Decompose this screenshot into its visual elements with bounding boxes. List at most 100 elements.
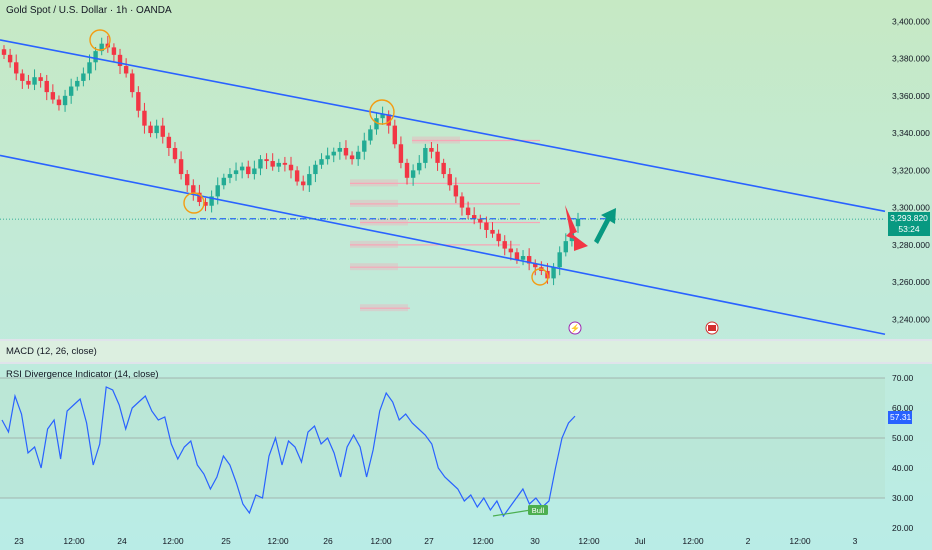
candle-body: [520, 256, 526, 260]
candle-body: [1, 49, 7, 55]
candle-body: [557, 252, 562, 268]
candle-body: [221, 177, 227, 186]
candle-body: [50, 92, 56, 100]
candle-body: [404, 162, 410, 178]
pane-separator: [0, 362, 932, 364]
candle-body: [264, 159, 269, 162]
rsi-tick-label: 60.00: [892, 403, 914, 413]
time-tick-label: 26: [323, 536, 333, 546]
time-tick-label: 24: [117, 536, 127, 546]
candle-body: [386, 114, 391, 126]
candle-body: [233, 170, 239, 175]
lightning-glyph: ⚡: [570, 323, 580, 333]
candle-body: [355, 151, 361, 160]
candle-body: [288, 164, 294, 171]
candle-body: [215, 185, 220, 197]
candle-body: [227, 174, 233, 178]
bull-label: Bull: [532, 506, 545, 515]
down-arrow-icon: [565, 205, 588, 251]
candle-body: [93, 51, 98, 63]
candle-body: [130, 73, 135, 93]
fib-level-tag: [350, 199, 398, 207]
highlight-circle: [369, 99, 395, 125]
candle-body: [343, 147, 349, 156]
current-price: 3,293.820: [890, 213, 928, 223]
rsi-tick-label: 70.00: [892, 373, 914, 383]
candle-body: [294, 170, 300, 182]
channel-upper-line: [0, 39, 886, 213]
grid: [0, 339, 932, 499]
time-axis: 23 12:00 24 12:00 25 12:00 26 12:00 27 12:00 30 12:…: [14, 536, 857, 546]
macd-label: MACD (12, 26, close): [6, 346, 97, 357]
price-tick-label: 3,360.000: [892, 91, 930, 101]
candle-body: [319, 159, 324, 165]
time-tick-label: 12:00: [370, 536, 392, 546]
fib-level-tag: [350, 179, 398, 187]
rsi-tick-label: 30.00: [892, 493, 914, 503]
time-tick-label: 23: [14, 536, 24, 546]
time-tick-label: 12:00: [578, 536, 600, 546]
candle-body: [349, 155, 355, 160]
candle-body: [166, 136, 172, 148]
candle-body: [246, 166, 251, 175]
pane-separator: [0, 339, 932, 341]
candle-body: [154, 125, 159, 134]
time-tick-label: 12:00: [63, 536, 85, 546]
overlays: ⚡: [0, 29, 886, 336]
candle-body: [459, 196, 465, 208]
rsi-tick-label: 50.00: [892, 433, 914, 443]
time-tick-label: 12:00: [162, 536, 184, 546]
price-axis: 3,400.000 3,380.000 3,360.000 3,340.000 3,32…: [892, 16, 930, 533]
candle-body: [136, 92, 141, 111]
candle-body: [123, 66, 129, 74]
flag-glyph: [708, 325, 716, 331]
candle-body: [502, 241, 507, 249]
candle-body: [423, 147, 428, 163]
rsi-tick-label: 20.00: [892, 523, 914, 533]
candle-body: [551, 267, 556, 279]
candle-body: [252, 168, 257, 175]
time-tick-label: 12:00: [789, 536, 811, 546]
candle-body: [337, 147, 343, 152]
lightning-event-icon: [568, 321, 582, 335]
candle-body: [62, 95, 68, 106]
fib-level-tag: [412, 136, 460, 144]
time-tick-label: 30: [530, 536, 540, 546]
candle-body: [398, 144, 404, 163]
candle-body: [410, 170, 416, 178]
candle-body: [441, 162, 446, 175]
rsi-pane: Bull: [1, 386, 576, 518]
price-tick-label: 3,380.000: [892, 54, 930, 64]
candle-body: [471, 215, 477, 219]
candle-body: [368, 129, 373, 141]
price-tick-label: 3,260.000: [892, 277, 930, 287]
candles: [1, 35, 581, 286]
rsi-tick-label: 40.00: [892, 463, 914, 473]
candle-body: [160, 125, 165, 137]
price-tick-label: 3,300.000: [892, 203, 930, 213]
candle-body: [331, 151, 336, 156]
rsi-value-badge: 57.31: [888, 411, 912, 424]
candle-body: [111, 47, 117, 55]
highlight-circle: [89, 29, 111, 51]
candle-body: [87, 62, 92, 74]
candle-body: [374, 118, 379, 130]
time-tick-label: 12:00: [267, 536, 289, 546]
current-price-badge: 3,293.820 53:24: [888, 212, 930, 236]
macd-pane: [0, 341, 932, 362]
rsi-label: RSI Divergence Indicator (14, close): [6, 369, 159, 380]
candle-body: [490, 229, 495, 234]
candle-body: [32, 77, 37, 85]
candle-body: [484, 222, 489, 230]
highlight-circle: [183, 192, 205, 214]
candle-body: [453, 185, 459, 197]
time-tick-label: 27: [424, 536, 434, 546]
candle-body: [429, 147, 434, 152]
candle-body: [184, 174, 190, 186]
candle-body: [435, 151, 440, 163]
candle-body: [496, 233, 501, 242]
time-tick-label: Jul: [635, 536, 646, 546]
time-tick-label: 3: [853, 536, 858, 546]
